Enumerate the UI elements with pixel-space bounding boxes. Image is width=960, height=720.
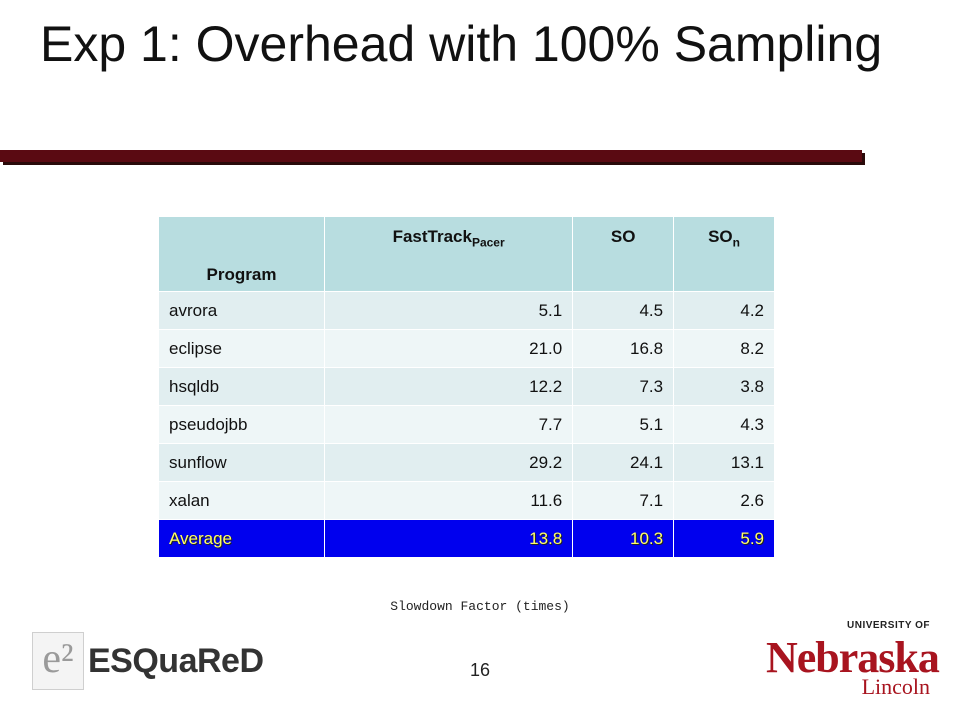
cell-son: 13.1 xyxy=(673,443,775,482)
cell-so: 7.1 xyxy=(572,481,675,520)
cell-fasttrack: 5.1 xyxy=(323,291,574,330)
header-fasttrack-subscript: Pacer xyxy=(471,235,505,250)
cell-so: 10.3 xyxy=(572,519,675,558)
header-son-label: SO xyxy=(708,227,733,246)
header-fasttrack-label: FastTrack xyxy=(392,227,472,246)
header-son: SOn xyxy=(673,216,775,292)
cell-son: 3.8 xyxy=(673,367,775,406)
page-number: 16 xyxy=(469,660,491,680)
cell-so: 4.5 xyxy=(572,291,675,330)
header-so: SO xyxy=(572,216,675,292)
cell-program: pseudojbb xyxy=(158,405,325,444)
esquared-logo: e² ESQuaReD xyxy=(32,632,282,690)
cell-son: 8.2 xyxy=(673,329,775,368)
header-fasttrack: FastTrackPacer xyxy=(323,216,574,292)
cell-program: eclipse xyxy=(158,329,325,368)
university-logo: UNIVERSITY OF Nebraska Lincoln xyxy=(766,620,940,700)
table-row: pseudojbb 7.7 5.1 4.3 xyxy=(158,405,775,444)
cell-so: 5.1 xyxy=(572,405,675,444)
average-row: Average 13.8 10.3 5.9 xyxy=(158,519,775,558)
cell-son: 2.6 xyxy=(673,481,775,520)
cell-fasttrack: 13.8 xyxy=(323,519,574,558)
table-row: avrora 5.1 4.5 4.2 xyxy=(158,291,775,330)
cell-fasttrack: 11.6 xyxy=(323,481,574,520)
header-program: Program xyxy=(158,216,325,292)
cell-program: xalan xyxy=(158,481,325,520)
cell-fasttrack: 12.2 xyxy=(323,367,574,406)
cell-so: 16.8 xyxy=(572,329,675,368)
title-divider xyxy=(0,150,862,162)
cell-son: 5.9 xyxy=(673,519,775,558)
results-table: Program FastTrackPacer SO SOn avrora 5.1… xyxy=(158,216,775,558)
results-table-container: Program FastTrackPacer SO SOn avrora 5.1… xyxy=(158,216,775,558)
university-wordmark: Nebraska xyxy=(766,633,940,682)
header-so-label: SO xyxy=(610,227,636,246)
e-squared-icon: e² xyxy=(32,632,84,690)
cell-fasttrack: 7.7 xyxy=(323,405,574,444)
table-caption: Slowdown Factor (times) xyxy=(390,599,570,614)
cell-so: 7.3 xyxy=(572,367,675,406)
header-program-label: Program xyxy=(206,265,277,284)
cell-program: hsqldb xyxy=(158,367,325,406)
cell-son: 4.3 xyxy=(673,405,775,444)
cell-program: sunflow xyxy=(158,443,325,482)
cell-son: 4.2 xyxy=(673,291,775,330)
header-son-subscript: n xyxy=(732,235,740,250)
cell-fasttrack: 21.0 xyxy=(323,329,574,368)
cell-fasttrack: 29.2 xyxy=(323,443,574,482)
table-row: sunflow 29.2 24.1 13.1 xyxy=(158,443,775,482)
esquared-wordmark: ESQuaReD xyxy=(88,642,264,680)
cell-program: Average xyxy=(158,519,325,558)
cell-program: avrora xyxy=(158,291,325,330)
university-label: UNIVERSITY OF xyxy=(847,620,930,631)
slide-title: Exp 1: Overhead with 100% Sampling xyxy=(40,16,883,72)
table-row: xalan 11.6 7.1 2.6 xyxy=(158,481,775,520)
cell-so: 24.1 xyxy=(572,443,675,482)
campus-label: Lincoln xyxy=(861,674,930,699)
table-header-row: Program FastTrackPacer SO SOn xyxy=(158,216,775,292)
table-row: eclipse 21.0 16.8 8.2 xyxy=(158,329,775,368)
table-row: hsqldb 12.2 7.3 3.8 xyxy=(158,367,775,406)
